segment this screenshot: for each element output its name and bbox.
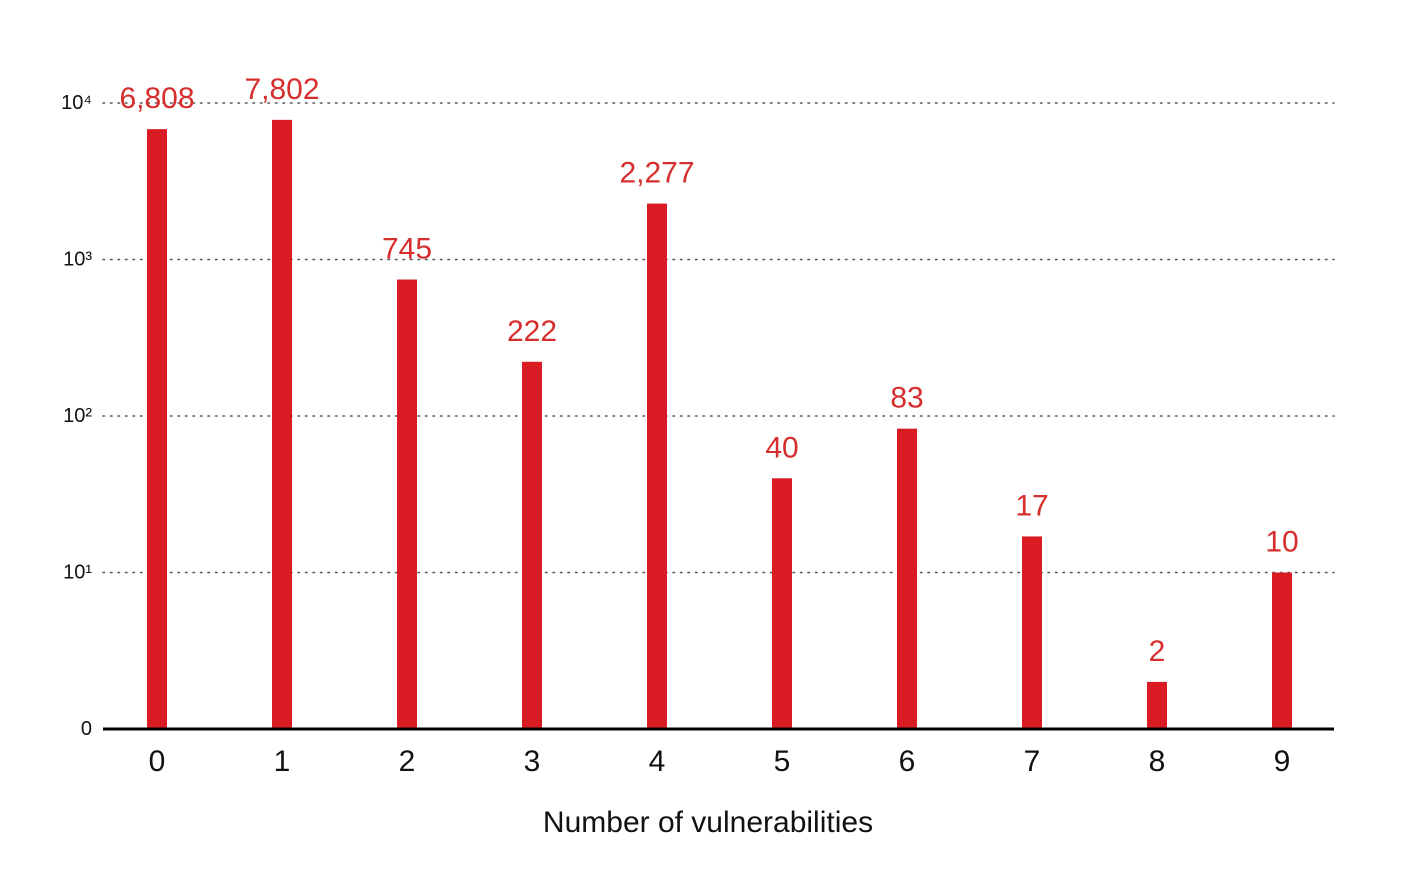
x-tick-label: 2 <box>399 745 416 778</box>
y-tick-label: 10¹ <box>63 562 92 584</box>
data-label: 6,808 <box>119 82 194 115</box>
data-label: 83 <box>890 382 923 415</box>
x-tick-label: 1 <box>274 745 291 778</box>
data-label: 2,277 <box>619 157 694 190</box>
x-tick-label: 5 <box>774 745 791 778</box>
data-label: 7,802 <box>244 73 319 106</box>
data-label: 2 <box>1149 635 1166 668</box>
x-tick-label: 4 <box>649 745 666 778</box>
data-label: 745 <box>382 233 432 266</box>
x-tick-label: 0 <box>149 745 166 778</box>
y-tick-label: 10³ <box>63 249 92 271</box>
data-label: 40 <box>765 431 798 464</box>
x-tick-label: 9 <box>1274 745 1291 778</box>
x-axis-label: Number of vulnerabilities <box>543 806 873 839</box>
data-labels: 6,808 7,802 745 222 2,277 40 83 17 2 10 <box>119 73 1298 668</box>
x-axis-ticks: 0 1 2 3 4 5 6 7 8 9 <box>149 745 1291 778</box>
bar <box>897 428 917 729</box>
gridlines <box>102 102 1335 574</box>
bar <box>1147 681 1167 729</box>
bar <box>1022 536 1042 729</box>
bars <box>147 119 1292 730</box>
bar <box>272 119 292 730</box>
x-tick-label: 8 <box>1149 745 1166 778</box>
x-tick-label: 7 <box>1024 745 1041 778</box>
data-label: 222 <box>507 315 557 348</box>
data-label: 17 <box>1015 489 1048 522</box>
y-axis-ticks: 0 10¹ 10² 10³ 10⁴ <box>61 92 92 740</box>
bar <box>397 279 417 729</box>
data-label: 10 <box>1265 526 1298 559</box>
bar <box>147 129 167 729</box>
x-tick-label: 3 <box>524 745 541 778</box>
y-tick-label: 10⁴ <box>61 92 92 114</box>
x-tick-label: 6 <box>899 745 916 778</box>
bar <box>1272 572 1292 729</box>
bar <box>647 203 667 729</box>
bar <box>772 478 792 729</box>
y-tick-label: 10² <box>63 405 92 427</box>
bar <box>522 361 542 729</box>
y-tick-label: 0 <box>81 718 92 740</box>
